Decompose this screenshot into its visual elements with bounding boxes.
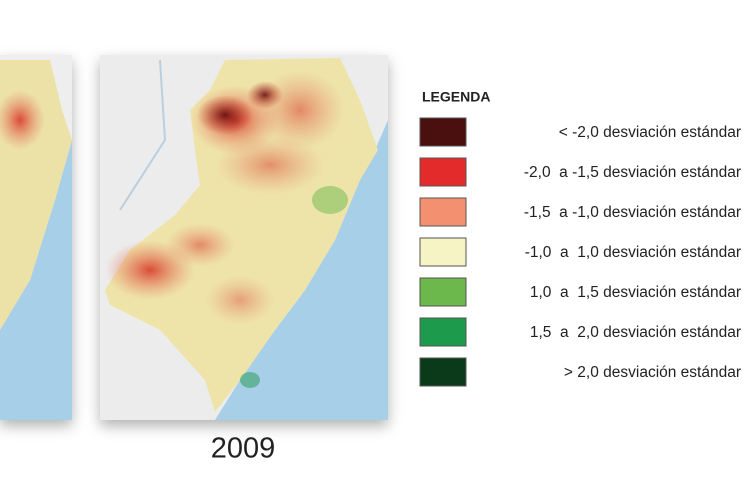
legend-swatch bbox=[419, 357, 467, 387]
legend-label: -1,5 a -1,0 desviación estándar bbox=[524, 204, 741, 221]
legend-label: -2,0 a -1,5 desviación estándar bbox=[524, 164, 741, 181]
legend-label: < -2,0 desviación estándar bbox=[559, 124, 741, 141]
legend-swatch bbox=[419, 117, 467, 147]
river bbox=[119, 59, 167, 211]
legend: LEGENDA < -2,0 desviación estándar -2,0 a… bbox=[419, 89, 741, 387]
legend-swatch bbox=[419, 237, 467, 267]
legend-label: 1,5 a 2,0 desviación estándar bbox=[530, 324, 741, 341]
legend-title: LEGENDA bbox=[422, 89, 490, 105]
ocean bbox=[215, 120, 388, 420]
anomalies bbox=[105, 70, 348, 388]
legend-label: 1,0 a 1,5 desviación estándar bbox=[530, 284, 741, 301]
legend-swatch bbox=[419, 317, 467, 347]
ocean bbox=[0, 140, 72, 420]
legend-swatch bbox=[419, 157, 467, 187]
anomaly bbox=[0, 90, 45, 150]
legend-swatch bbox=[419, 197, 467, 227]
legend-label: > 2,0 desviación estándar bbox=[564, 364, 741, 381]
map-year: 2009 bbox=[211, 433, 276, 465]
legend-label: -1,0 a 1,0 desviación estándar bbox=[525, 244, 741, 261]
legend-swatch bbox=[419, 277, 467, 307]
